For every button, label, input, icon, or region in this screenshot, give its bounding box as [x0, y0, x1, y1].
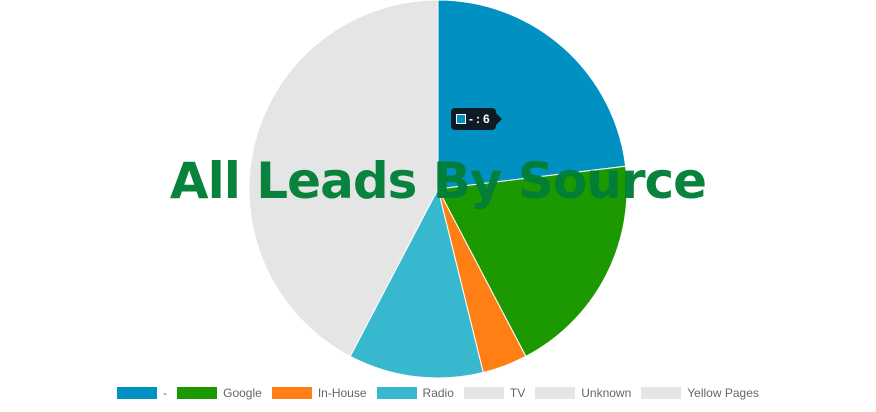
legend-item[interactable]: Radio	[376, 386, 454, 400]
legend-item[interactable]: TV	[463, 386, 526, 400]
legend-item[interactable]: In-House	[271, 386, 367, 400]
tooltip-value: 6	[483, 112, 490, 126]
slice-tooltip: -: 6	[451, 108, 502, 130]
legend-item[interactable]: -	[117, 386, 167, 400]
pie-slice-yellow-pages[interactable]	[248, 0, 439, 358]
legend-swatch	[641, 387, 682, 399]
chart-legend: - Google In-House Radio TV Unknown Yellow Page…	[0, 386, 876, 400]
legend-swatch	[463, 387, 504, 399]
pie-slice-google[interactable]	[437, 165, 628, 358]
legend-swatch	[271, 387, 312, 399]
tooltip-sep: :	[476, 112, 480, 126]
legend-label: Radio	[422, 386, 454, 400]
legend-label: TV	[509, 386, 526, 400]
pie-slice-radio[interactable]	[349, 187, 484, 379]
legend-label: Yellow Pages	[687, 386, 759, 400]
legend-swatch	[117, 387, 158, 399]
legend-label: Google	[223, 386, 262, 400]
legend-label: -	[163, 386, 168, 400]
legend-swatch	[177, 387, 218, 399]
legend-item[interactable]: Yellow Pages	[641, 386, 759, 400]
legend-item[interactable]: Unknown	[535, 386, 631, 400]
legend-swatch	[376, 387, 417, 399]
legend-item[interactable]: Google	[177, 386, 262, 400]
legend-label: In-House	[317, 386, 367, 400]
pie-slice-dash[interactable]	[437, 0, 627, 190]
legend-label: Unknown	[581, 386, 632, 400]
tooltip-swatch	[456, 114, 466, 124]
legend-swatch	[535, 387, 576, 399]
tooltip-label: -	[469, 112, 473, 126]
